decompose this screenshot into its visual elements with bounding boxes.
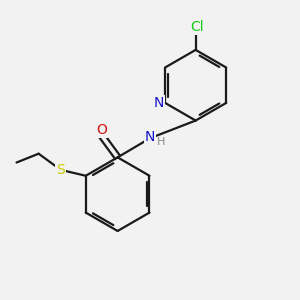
Text: N: N: [153, 96, 164, 110]
Text: S: S: [56, 163, 65, 177]
Text: O: O: [96, 123, 107, 137]
Text: N: N: [145, 130, 155, 144]
Text: H: H: [157, 137, 165, 147]
Text: Cl: Cl: [190, 20, 204, 34]
